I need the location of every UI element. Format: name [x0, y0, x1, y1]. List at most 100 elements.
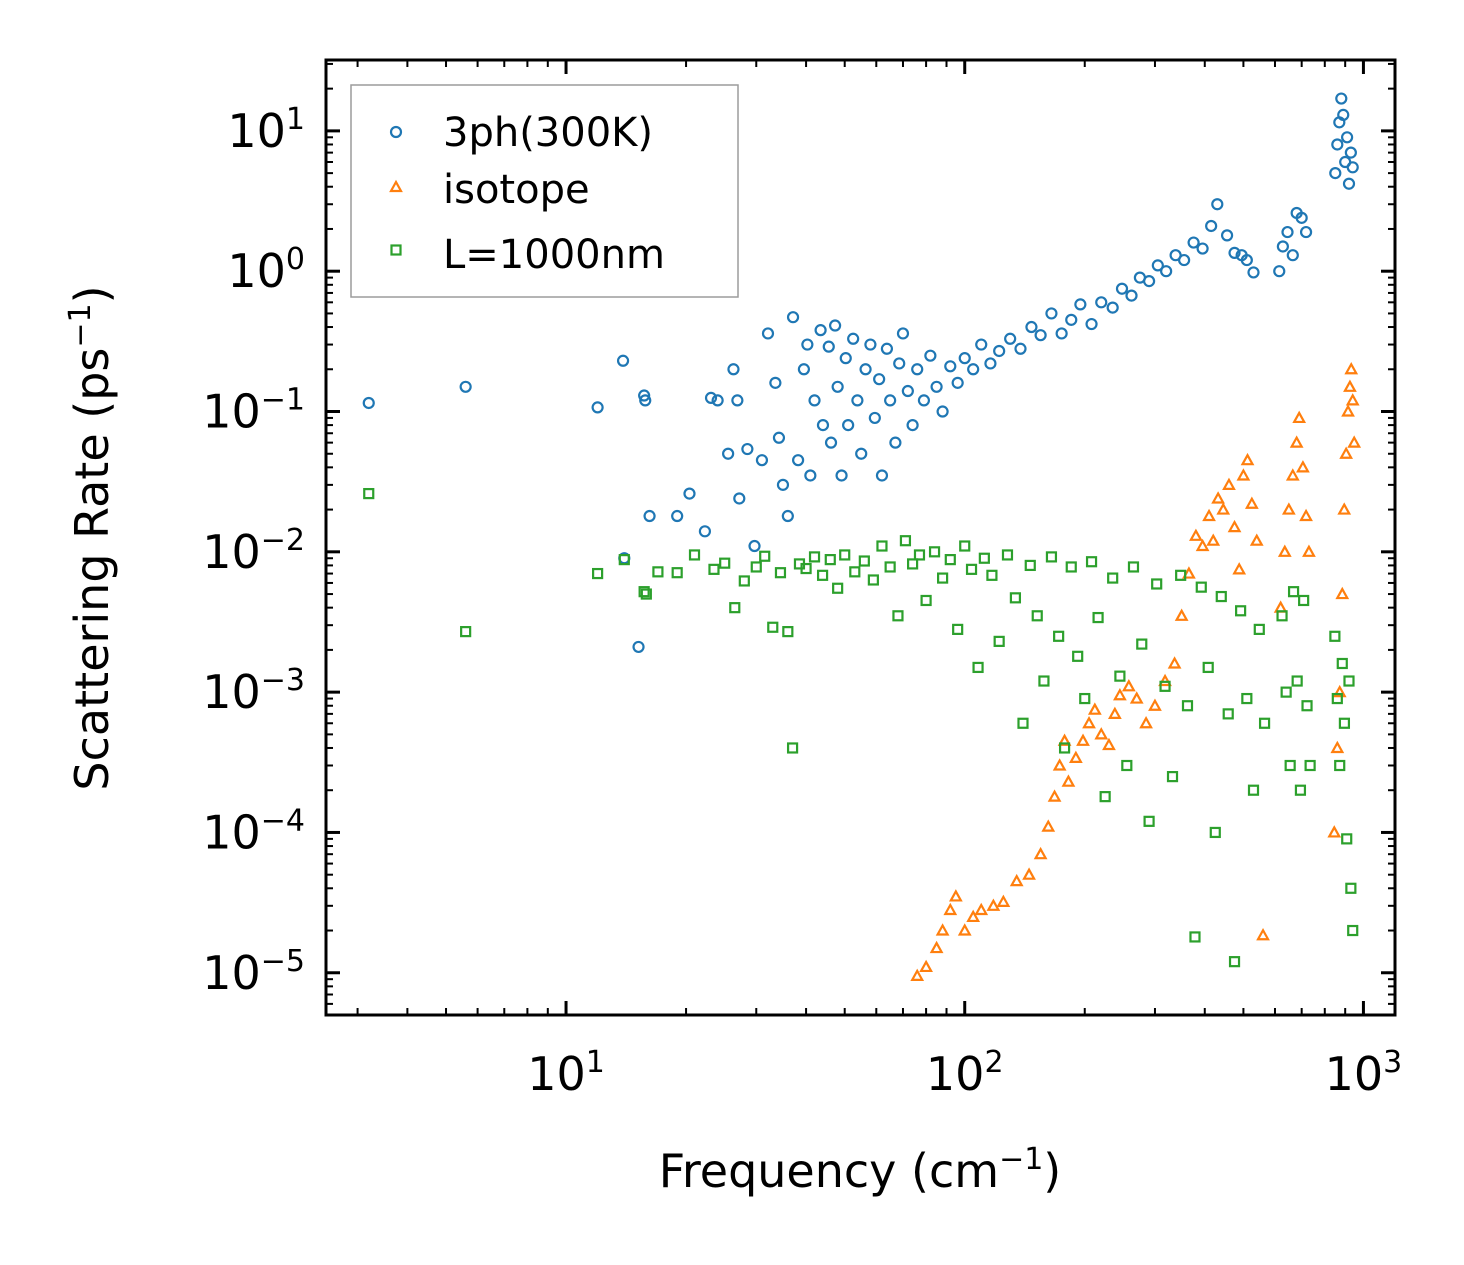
isotope-point-52: [1285, 468, 1300, 481]
3ph-point-101: [1295, 211, 1308, 224]
isotope-point-28: [1129, 691, 1144, 704]
legend-marker-isotope: [389, 179, 403, 193]
y-tick-label-exponent: −1: [261, 383, 305, 418]
boundary-point-56: [1072, 650, 1084, 662]
3ph-point-112: [1346, 161, 1359, 174]
isotope-point-29: [1139, 715, 1153, 729]
boundary-point-47: [1009, 592, 1022, 604]
isotope-point-23: [1094, 727, 1109, 740]
isotope-point-42: [1227, 519, 1242, 533]
isotope-point-10: [996, 894, 1011, 907]
y-axis-label-main: Scattering Rate (ps: [65, 348, 119, 791]
3ph-point-41: [847, 332, 860, 345]
3ph-point-42: [851, 394, 864, 407]
3ph-point-31: [808, 394, 821, 407]
boundary-point-68: [1159, 680, 1171, 692]
boundary-point-53: [1053, 630, 1065, 642]
3ph-point-48: [875, 469, 889, 482]
3ph-point-104: [1331, 138, 1344, 151]
3ph-point-102: [1299, 225, 1313, 239]
3ph-point-77: [1095, 296, 1108, 309]
3ph-point-24: [776, 478, 790, 491]
3ph-point-8: [643, 509, 656, 523]
isotope-point-45: [1240, 452, 1255, 466]
isotope-point-18: [1061, 774, 1076, 787]
boundary-point-6: [652, 566, 664, 578]
isotope-point-56: [1299, 508, 1313, 522]
y-tick-label-base: 10: [227, 104, 286, 158]
boundary-point-32: [899, 535, 912, 547]
3ph-point-33: [816, 419, 830, 432]
isotope-point-30: [1148, 698, 1162, 711]
3ph-point-11: [704, 391, 718, 405]
isotope-point-61: [1335, 586, 1350, 600]
3ph-point-12: [698, 525, 712, 538]
3ph-point-58: [924, 349, 937, 362]
isotope-point-12: [1022, 867, 1036, 880]
3ph-point-103: [1329, 167, 1342, 180]
3ph-point-29: [801, 338, 814, 351]
boundary-point-73: [1195, 581, 1207, 593]
boundary-point-9: [708, 563, 720, 575]
boundary-point-40: [959, 540, 971, 552]
isotope-point-54: [1292, 410, 1307, 424]
boundary-point-83: [1258, 717, 1271, 729]
3ph-point-1: [459, 380, 472, 393]
boundary-point-82: [1253, 623, 1265, 635]
boundary-point-5: [640, 588, 652, 600]
3ph-point-67: [993, 344, 1006, 358]
isotope-point-9: [986, 898, 1001, 911]
boundary-point-1: [460, 626, 472, 638]
isotope-point-33: [1174, 608, 1189, 621]
3ph-point-35: [824, 436, 838, 449]
boundary-point-80: [1241, 692, 1253, 705]
boundary-point-62: [1114, 670, 1126, 682]
boundary-point-84: [1276, 610, 1288, 622]
x-tick-label-exponent: 3: [1383, 1045, 1402, 1080]
boundary-point-38: [944, 554, 956, 566]
boundary-point-25: [839, 549, 851, 561]
boundary-point-91: [1301, 700, 1313, 712]
y-tick-label-4: 10−3: [202, 663, 305, 719]
boundary-point-78: [1228, 956, 1241, 968]
3ph-point-46: [868, 411, 881, 425]
y-tick-label-6: 10−5: [202, 944, 305, 1000]
x-tick-label-exponent: 1: [586, 1045, 605, 1080]
y-tick-label-base: 10: [202, 665, 261, 719]
3ph-point-92: [1228, 246, 1241, 260]
3ph-point-89: [1205, 219, 1218, 233]
boundary-point-57: [1079, 692, 1091, 705]
boundary-point-92: [1304, 759, 1316, 772]
isotope-point-34: [1182, 566, 1196, 579]
boundary-point-96: [1336, 657, 1348, 670]
3ph-point-17: [733, 492, 746, 505]
3ph-point-44: [859, 363, 872, 376]
boundary-point-42: [972, 661, 984, 674]
isotope-point-21: [1082, 715, 1096, 729]
3ph-point-13: [711, 394, 724, 407]
isotope-point-36: [1195, 538, 1210, 552]
y-tick-label-base: 10: [202, 525, 261, 579]
isotope-point-53: [1289, 435, 1304, 448]
isotope-point-50: [1277, 544, 1292, 557]
3ph-point-63: [958, 352, 971, 365]
x-tick-label-base: 10: [1325, 1047, 1384, 1101]
isotope-point-19: [1069, 750, 1083, 763]
3ph-point-70: [1025, 320, 1038, 334]
boundary-point-4: [638, 586, 650, 598]
boundary-point-51: [1038, 675, 1050, 687]
boundary-point-37: [937, 572, 949, 584]
isotope-point-25: [1108, 706, 1122, 719]
3ph-point-76: [1085, 317, 1098, 331]
y-tick-label-0: 101: [227, 102, 305, 158]
3ph-point-53: [896, 327, 910, 340]
isotope-point-48: [1256, 928, 1270, 941]
isotope-point-31: [1158, 673, 1172, 687]
isotope-point-58: [1327, 825, 1342, 838]
3ph-point-68: [1004, 332, 1017, 345]
3ph-point-61: [944, 360, 957, 373]
boundary-point-65: [1136, 638, 1148, 650]
legend-label-boundary: L=1000nm: [443, 232, 665, 278]
3ph-point-71: [1034, 329, 1047, 342]
boundary-point-36: [928, 546, 941, 558]
